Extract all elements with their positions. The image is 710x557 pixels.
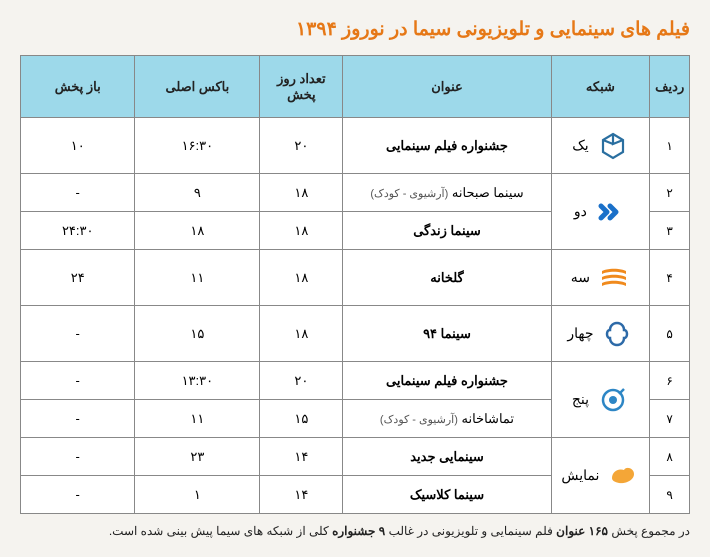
replay-cell: ۲۴ bbox=[21, 250, 135, 306]
program-title: سینما زندگی bbox=[413, 223, 481, 238]
panj-channel-icon bbox=[597, 384, 629, 416]
table-row: ۸نمایشسینمایی جدید۱۴۲۳- bbox=[21, 438, 690, 476]
days-cell: ۱۴ bbox=[260, 438, 343, 476]
replay-cell: - bbox=[21, 306, 135, 362]
main-box-cell: ۱۱ bbox=[135, 250, 260, 306]
replay-cell: - bbox=[21, 174, 135, 212]
row-index: ۷ bbox=[650, 400, 690, 438]
program-title-cell: گلخانه bbox=[343, 250, 551, 306]
footer-note: در مجموع پخش ۱۶۵ عنوان فلم سینمایی و تلو… bbox=[20, 524, 690, 538]
table-row: ۵ چهار سینما ۹۴ ۱۸۱۵- bbox=[21, 306, 690, 362]
network-cell-namayesh: نمایش bbox=[551, 438, 650, 514]
program-title: سینمایی جدید bbox=[410, 449, 484, 464]
program-title-cell: سینما صبحانه (آرشیوی - کودک) bbox=[343, 174, 551, 212]
row-index: ۹ bbox=[650, 476, 690, 514]
network-cell-yek: یک bbox=[551, 118, 650, 174]
program-title: گلخانه bbox=[430, 270, 463, 285]
days-cell: ۱۸ bbox=[260, 212, 343, 250]
header-network: شبکه bbox=[551, 56, 650, 118]
header-replay: باز پخش bbox=[21, 56, 135, 118]
program-subtitle: (آرشیوی - کودک) bbox=[380, 414, 458, 426]
row-index: ۴ bbox=[650, 250, 690, 306]
row-index: ۳ bbox=[650, 212, 690, 250]
program-title-cell: جشنواره فیلم سینمایی bbox=[343, 118, 551, 174]
days-cell: ۱۸ bbox=[260, 250, 343, 306]
days-cell: ۱۵ bbox=[260, 400, 343, 438]
main-box-cell: ۹ bbox=[135, 174, 260, 212]
footer-text: در مجموع پخش bbox=[611, 524, 690, 538]
program-title: جشنواره فیلم سینمایی bbox=[386, 373, 508, 388]
network-label: پنج bbox=[572, 391, 589, 408]
main-box-cell: ۱۶:۳۰ bbox=[135, 118, 260, 174]
header-row: ردیف شبکه عنوان تعداد روز پخش باکس اصلی … bbox=[21, 56, 690, 118]
program-title: تماشاخانه bbox=[462, 411, 515, 426]
network-label: یک bbox=[572, 137, 588, 154]
schedule-table: ردیف شبکه عنوان تعداد روز پخش باکس اصلی … bbox=[20, 55, 690, 514]
table-row: ۴ سه گلخانه ۱۸۱۱۲۴ bbox=[21, 250, 690, 306]
main-box-cell: ۱ bbox=[135, 476, 260, 514]
days-cell: ۲۰ bbox=[260, 362, 343, 400]
replay-cell: ۱۰ bbox=[21, 118, 135, 174]
program-title: جشنواره فیلم سینمایی bbox=[386, 138, 508, 153]
program-title-cell: جشنواره فیلم سینمایی bbox=[343, 362, 551, 400]
row-index: ۶ bbox=[650, 362, 690, 400]
chahar-channel-icon bbox=[601, 318, 633, 350]
replay-cell: - bbox=[21, 438, 135, 476]
header-mainbox: باکس اصلی bbox=[135, 56, 260, 118]
program-title-cell: سینما کلاسیک bbox=[343, 476, 551, 514]
row-index: ۸ bbox=[650, 438, 690, 476]
network-cell-do: دو bbox=[551, 174, 650, 250]
program-title: سینما صبحانه bbox=[452, 185, 524, 200]
replay-cell: ۲۴:۳۰ bbox=[21, 212, 135, 250]
main-box-cell: ۱۱ bbox=[135, 400, 260, 438]
program-title-cell: سینمایی جدید bbox=[343, 438, 551, 476]
table-row: ۶پنججشنواره فیلم سینمایی۲۰۱۳:۳۰- bbox=[21, 362, 690, 400]
main-box-cell: ۱۵ bbox=[135, 306, 260, 362]
table-row: ۱ یک جشنواره فیلم سینمایی ۲۰۱۶:۳۰۱۰ bbox=[21, 118, 690, 174]
footer-festivals: ۹ جشنواره bbox=[332, 524, 385, 538]
replay-cell: - bbox=[21, 400, 135, 438]
network-cell-chahar: چهار bbox=[551, 306, 650, 362]
network-cell-panj: پنج bbox=[551, 362, 650, 438]
namayesh-channel-icon bbox=[607, 460, 639, 492]
row-index: ۱ bbox=[650, 118, 690, 174]
days-cell: ۲۰ bbox=[260, 118, 343, 174]
row-index: ۵ bbox=[650, 306, 690, 362]
program-subtitle: (آرشیوی - کودک) bbox=[370, 188, 448, 200]
program-title-cell: سینما ۹۴ bbox=[343, 306, 551, 362]
program-title: سینما کلاسیک bbox=[410, 487, 484, 502]
main-box-cell: ۲۳ bbox=[135, 438, 260, 476]
replay-cell: - bbox=[21, 362, 135, 400]
se-channel-icon bbox=[598, 262, 630, 294]
program-title-cell: سینما زندگی bbox=[343, 212, 551, 250]
yek-channel-icon bbox=[597, 130, 629, 162]
program-title: سینما ۹۴ bbox=[423, 326, 471, 341]
replay-cell: - bbox=[21, 476, 135, 514]
footer-text: فلم سینمایی و تلویزیونی در غالب bbox=[389, 524, 553, 538]
header-idx: ردیف bbox=[650, 56, 690, 118]
days-cell: ۱۴ bbox=[260, 476, 343, 514]
main-box-cell: ۱۳:۳۰ bbox=[135, 362, 260, 400]
footer-count: ۱۶۵ عنوان bbox=[556, 524, 608, 538]
days-cell: ۱۸ bbox=[260, 174, 343, 212]
row-index: ۲ bbox=[650, 174, 690, 212]
page-title: فیلم های سینمایی و تلویزیونی سیما در نور… bbox=[20, 18, 690, 41]
network-cell-se: سه bbox=[551, 250, 650, 306]
network-label: دو bbox=[574, 203, 587, 220]
program-title-cell: تماشاخانه (آرشیوی - کودک) bbox=[343, 400, 551, 438]
table-row: ۲دوسینما صبحانه (آرشیوی - کودک)۱۸۹- bbox=[21, 174, 690, 212]
days-cell: ۱۸ bbox=[260, 306, 343, 362]
header-title: عنوان bbox=[343, 56, 551, 118]
network-label: سه bbox=[571, 269, 590, 286]
footer-text: کلی از شبکه های سیما پیش بینی شده است. bbox=[109, 524, 329, 538]
header-days: تعداد روز پخش bbox=[260, 56, 343, 118]
main-box-cell: ۱۸ bbox=[135, 212, 260, 250]
network-label: چهار bbox=[567, 325, 593, 342]
network-label: نمایش bbox=[561, 467, 599, 484]
do-channel-icon bbox=[595, 196, 627, 228]
